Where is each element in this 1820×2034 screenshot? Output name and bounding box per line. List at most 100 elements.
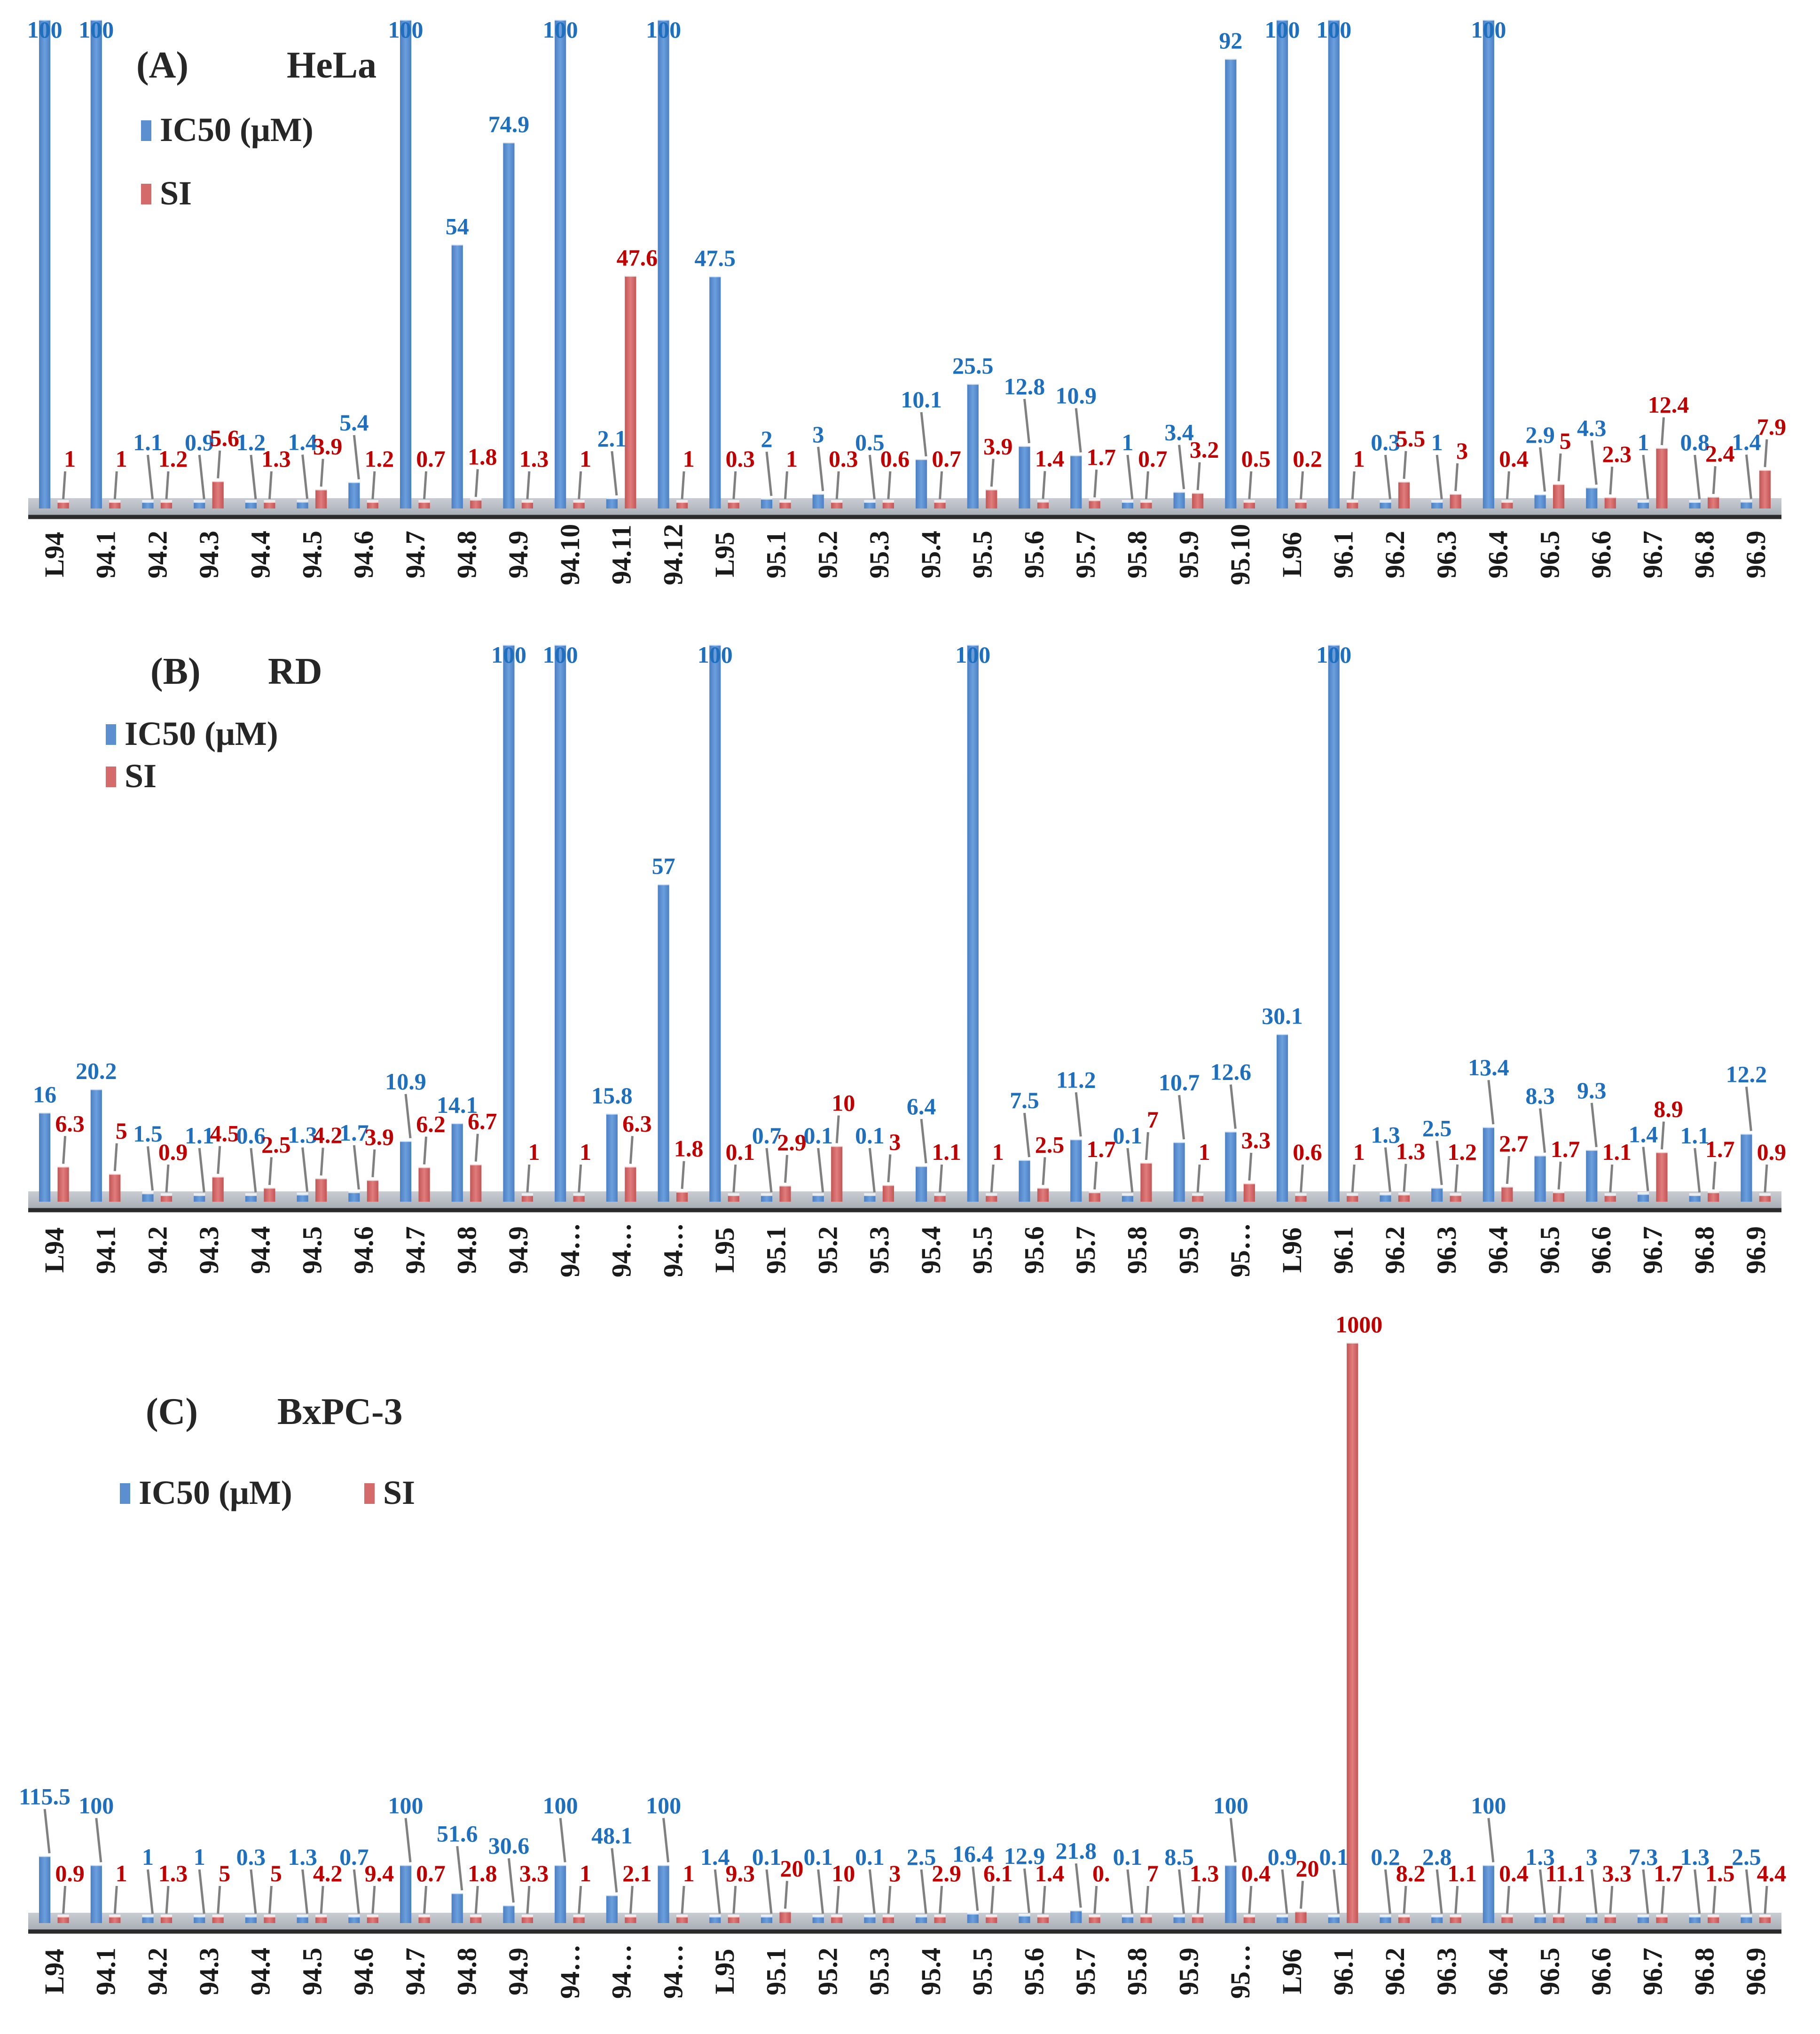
data-label-ic50: 1.4 [700, 1844, 730, 1870]
bar-ic50-cap [142, 1191, 154, 1195]
bar-si [1398, 1194, 1410, 1202]
bar-si-cap [470, 1915, 482, 1917]
data-label-ic50: 0.1 [1319, 1844, 1349, 1870]
legend-swatch [141, 184, 151, 204]
bar-si [367, 1917, 378, 1923]
bar-ic50-cap [1276, 1032, 1288, 1035]
bar-si-cap [212, 1174, 224, 1178]
bar-ic50-cap [1173, 1915, 1185, 1917]
leader-line [1694, 1869, 1701, 1914]
leader-line [1351, 1164, 1356, 1193]
bar-si [1501, 1917, 1513, 1923]
leader-line [301, 454, 309, 499]
data-label-ic50: 12.6 [1210, 1059, 1252, 1085]
bar-si-cap [882, 1915, 894, 1917]
data-label-si: 0.1 [726, 1139, 755, 1165]
bar-si [573, 502, 585, 508]
bar-si-cap [315, 1176, 327, 1180]
data-label-si: 3.3 [1241, 1127, 1271, 1153]
category-label: 94.4 [245, 531, 276, 579]
leader-line [1042, 471, 1046, 499]
bar-si-cap [1089, 498, 1100, 501]
bar-ic50-cap [1019, 1158, 1030, 1161]
data-label-si: 20 [1296, 1855, 1319, 1881]
data-label-si: 9.3 [726, 1860, 755, 1886]
bar-si-cap [779, 1183, 791, 1187]
data-label-si: 1 [580, 1860, 591, 1886]
leader-line [371, 471, 376, 500]
data-label-ic50: 0.2 [1371, 1844, 1400, 1870]
bar-si-cap [676, 1189, 688, 1193]
bar-si-cap [1140, 1161, 1152, 1164]
bar-si [264, 1917, 275, 1923]
data-label-si: 5.5 [1396, 425, 1426, 452]
leader-line [1642, 1147, 1649, 1191]
bar-si [160, 1917, 173, 1923]
leader-line [301, 1869, 309, 1914]
bar-si [1553, 484, 1565, 508]
data-label-si: 1 [992, 1139, 1004, 1165]
category-label: 95.1 [761, 1948, 792, 1995]
bar-ic50 [297, 1194, 308, 1202]
data-label-ic50: 1.1 [185, 1122, 214, 1149]
data-label-si: 0.3 [829, 446, 858, 472]
data-label-ic50: 0.1 [803, 1122, 833, 1149]
data-label-ic50: 25.5 [952, 352, 994, 379]
data-label-si: 1 [64, 446, 76, 472]
data-label-si: 3.3 [519, 1860, 549, 1886]
data-label-si: 0.7 [416, 1860, 446, 1886]
category-label: 94.3 [194, 1226, 224, 1274]
bar-si [934, 1917, 946, 1923]
data-label-si: 1.2 [365, 446, 394, 472]
category-label: 95.6 [1019, 531, 1049, 579]
bar-si-cap [1553, 1190, 1565, 1193]
category-label: 95.3 [864, 1226, 894, 1274]
leader-line [887, 1154, 892, 1182]
bar-si-cap [986, 1193, 997, 1196]
category-label: 94… [555, 1223, 585, 1277]
bar-ic50 [1019, 1916, 1030, 1923]
data-label-ic50: 100 [646, 16, 681, 43]
data-label-si: 0.9 [55, 1860, 85, 1886]
bar-si-cap [57, 500, 69, 503]
data-label-si: 7 [1147, 1106, 1159, 1133]
bar-si-cap [418, 500, 430, 503]
bar-ic50 [916, 459, 927, 508]
leader-line [714, 1869, 721, 1914]
leader-line [1145, 1885, 1149, 1914]
bar-ic50-cap [1276, 18, 1288, 21]
data-label-si: 1.4 [1035, 1860, 1065, 1886]
bar-si-cap [418, 1165, 430, 1168]
bar-ic50-cap [297, 1915, 308, 1917]
leader-line [1590, 440, 1598, 485]
category-label: 94.1 [91, 531, 121, 579]
bar-ic50 [864, 1195, 876, 1202]
data-label-ic50: 1.7 [339, 1119, 369, 1146]
data-label-ic50: 30.6 [488, 1832, 530, 1859]
data-label-ic50: 12.9 [1004, 1843, 1045, 1869]
legend-swatch [106, 724, 116, 745]
bar-ic50-cap [658, 882, 669, 885]
category-label: 96.1 [1328, 1226, 1359, 1274]
data-label-si: 0.7 [1138, 446, 1168, 472]
bar-ic50 [709, 1917, 721, 1923]
category-label: 94.10 [555, 524, 585, 586]
bar-ic50 [451, 244, 463, 508]
bar-ic50 [1534, 1155, 1546, 1202]
bar-si [573, 1917, 585, 1923]
bar-ic50-cap [39, 1111, 51, 1114]
bar-ic50-cap [1637, 1192, 1649, 1195]
category-label: 96.2 [1380, 1948, 1410, 1995]
bar-si-cap [676, 1915, 688, 1917]
bar-ic50-cap [1483, 1125, 1494, 1128]
leader-line [1487, 1818, 1495, 1862]
bar-ic50 [348, 1917, 360, 1923]
bar-ic50-cap [297, 500, 308, 503]
category-label: 95.10 [1225, 524, 1255, 586]
category-label: 94.8 [452, 1948, 482, 1995]
category-label: 95.1 [761, 1226, 792, 1274]
category-label: 96.6 [1586, 1226, 1616, 1274]
bar-si [1243, 1183, 1255, 1202]
bar-si [521, 1917, 533, 1923]
